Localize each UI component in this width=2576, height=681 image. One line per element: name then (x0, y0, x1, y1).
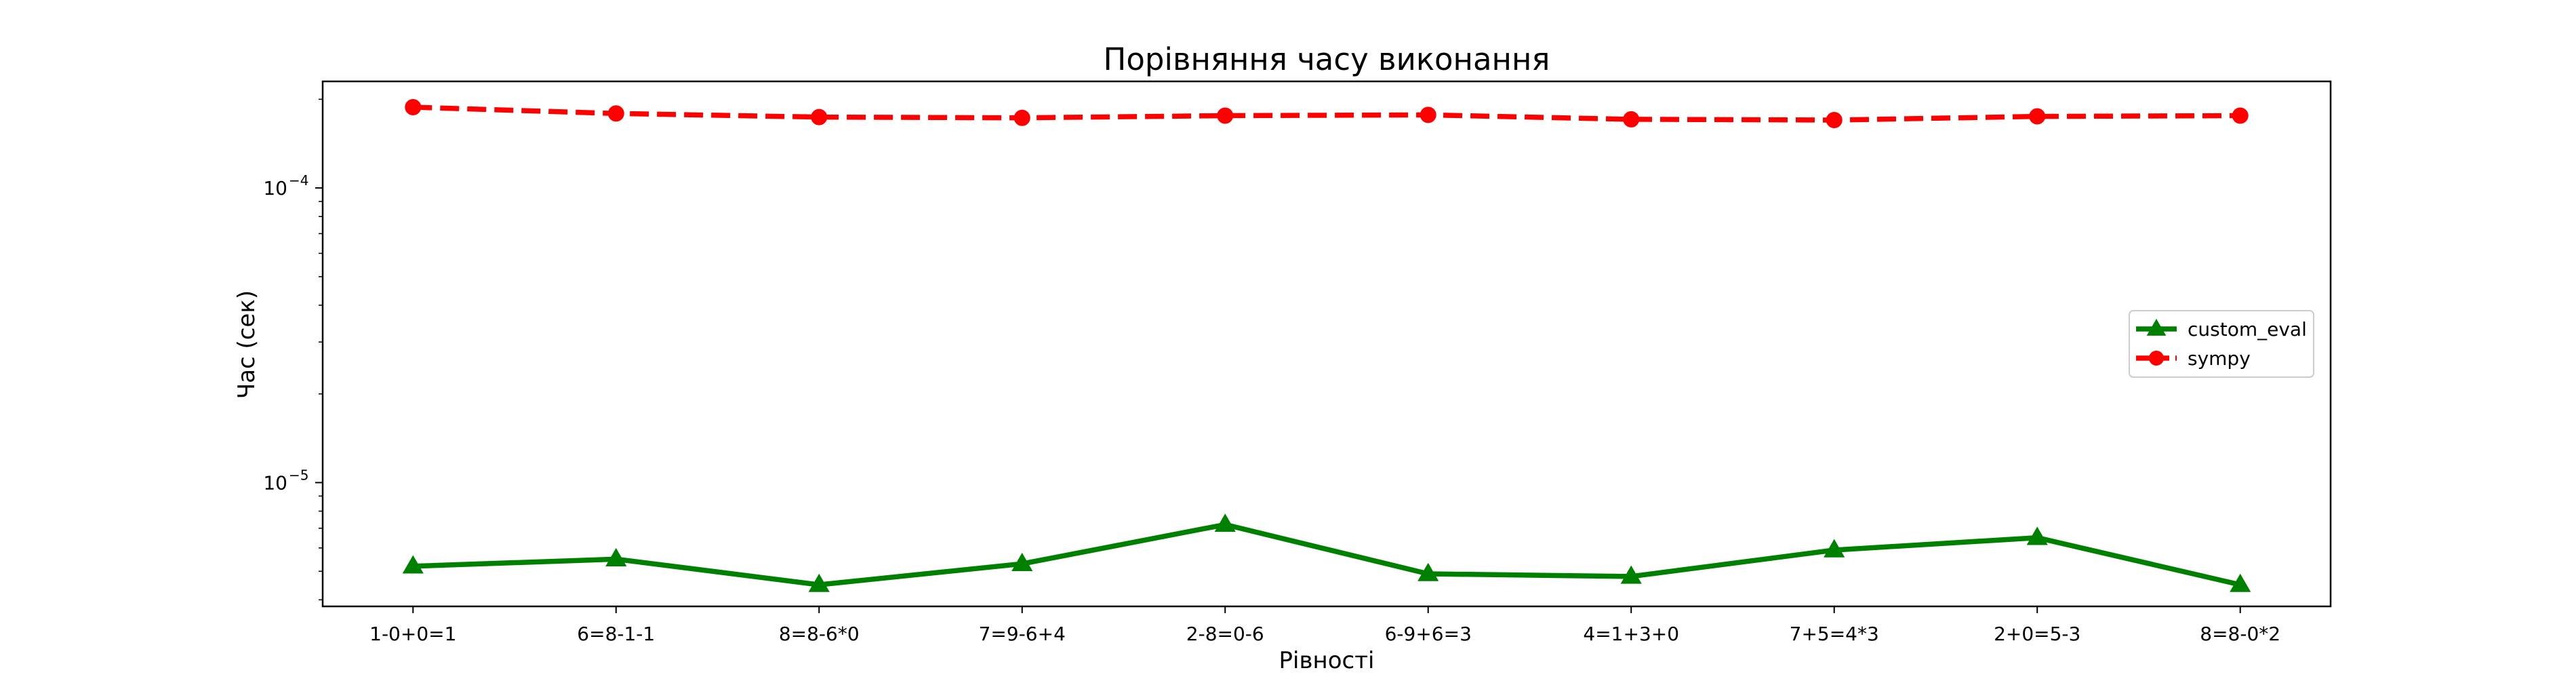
x-tick-label: 2+0=5-3 (1994, 623, 2080, 645)
data-point-custom-eval (1824, 539, 1845, 558)
data-point-sympy (2232, 107, 2249, 124)
data-point-sympy (1217, 107, 1234, 124)
x-tick-label: 1-0+0=1 (369, 623, 456, 645)
data-point-sympy (607, 105, 624, 122)
x-axis-label: Рівності (1279, 647, 1375, 674)
y-tick-label: 10 (263, 177, 287, 199)
series-line-sympy (413, 104, 2240, 123)
x-tick-label: 6=8-1-1 (577, 623, 655, 645)
data-point-sympy (1013, 109, 1030, 126)
data-point-custom-eval (808, 573, 830, 592)
axes: 1-0+0=1 6=8-1-1 8=8-6*0 7=9-6+4 2-8=0-6 6-9+6… (263, 98, 2280, 645)
legend-marker-custom-eval (2146, 318, 2167, 336)
x-tick-label: 8=8-6*0 (779, 623, 860, 645)
y-tick-exponent: −4 (289, 172, 308, 189)
x-tick-label: 8=8-0*2 (2200, 623, 2280, 645)
plot-frame (321, 80, 2332, 608)
legend-label-custom-eval: custom_eval (2188, 318, 2307, 340)
y-axis-label: Час (сек) (233, 290, 260, 399)
x-tick-label: 2-8=0-6 (1186, 623, 1264, 645)
data-point-sympy (1623, 111, 1640, 128)
y-tick-exponent: −5 (289, 467, 308, 483)
plot-area (402, 99, 2251, 592)
data-point-custom-eval (1011, 552, 1033, 571)
data-point-custom-eval (402, 555, 424, 574)
x-tick-label: 7=9-6+4 (979, 623, 1066, 645)
legend-marker-sympy (2149, 351, 2164, 366)
data-point-sympy (1826, 112, 1843, 129)
x-tick-label: 4=1+3+0 (1583, 623, 1679, 645)
chart-title: Порівняння часу виконання (1104, 41, 1550, 77)
data-point-custom-eval (1620, 565, 1642, 584)
data-point-custom-eval (2026, 526, 2048, 545)
x-tick-label: 7+5=4*3 (1790, 623, 1879, 645)
series-line-custom-eval (413, 522, 2241, 587)
x-tick-label: 6-9+6=3 (1385, 623, 1472, 645)
data-point-custom-eval (605, 547, 627, 566)
data-point-custom-eval (1214, 513, 1236, 532)
data-point-sympy (811, 109, 828, 125)
data-point-custom-eval (1417, 562, 1439, 581)
legend-label-sympy: sympy (2188, 347, 2251, 370)
data-point-sympy (405, 99, 422, 116)
data-point-sympy (1420, 106, 1436, 123)
data-point-custom-eval (2230, 573, 2251, 592)
y-tick-label: 10 (263, 471, 287, 494)
data-point-sympy (2029, 108, 2046, 125)
